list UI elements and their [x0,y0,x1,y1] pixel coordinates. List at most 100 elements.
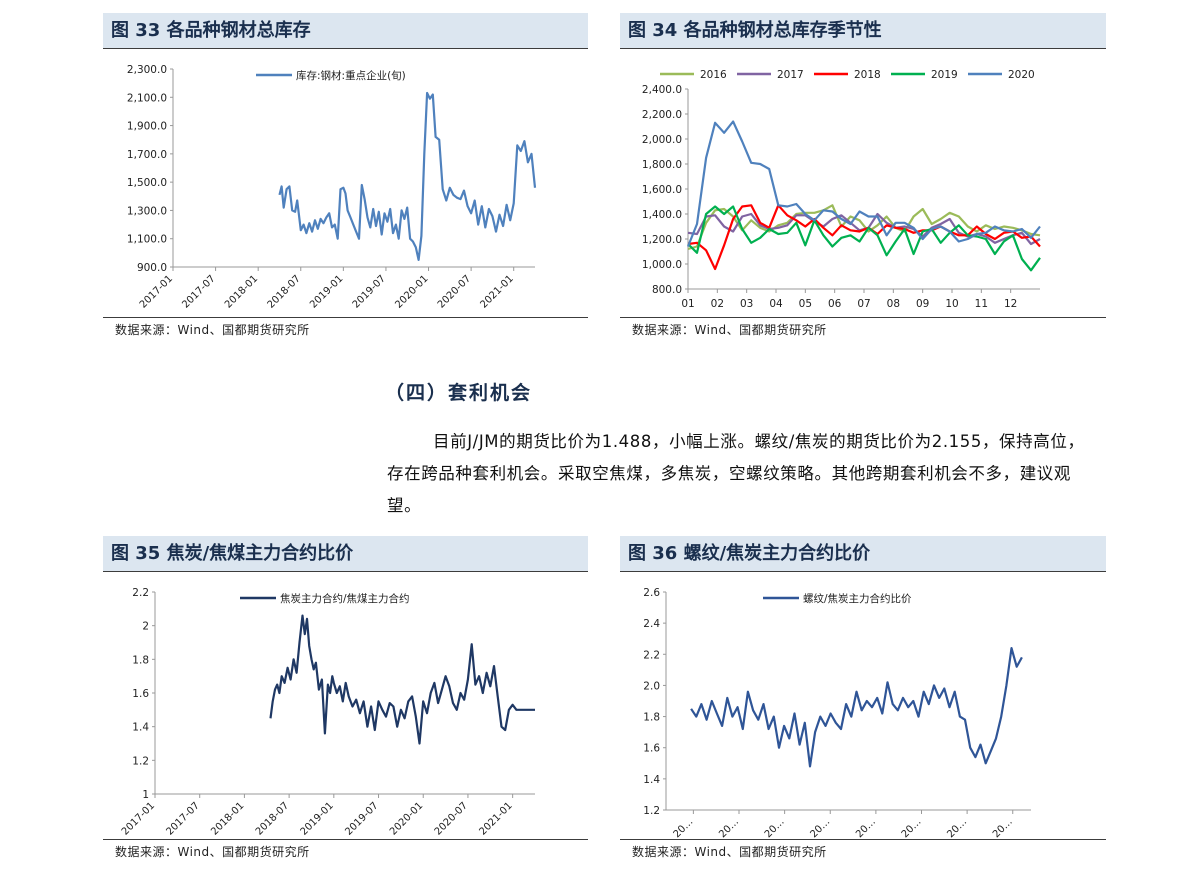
x-tick-label: 2019-01 [299,800,336,837]
y-tick-label: 1,900.0 [127,121,167,133]
x-tick-label: 2019-07 [343,800,380,837]
x-tick-label: 08 [887,298,900,310]
chart-rebar-coke-ratio: 2.6 2.4 2.2 2.0 1.8 1.6 1.4 1.2 20… 20… 20… 20… 20… 2… [643,587,1031,840]
y-tick-label: 1,800.0 [642,159,682,171]
x-tick-label: 2018-07 [266,273,303,310]
x-tick-label: 20… [900,816,924,840]
divider [103,317,588,318]
y-tick-label: 2 [142,621,149,633]
x-tick-label: 02 [711,298,724,310]
figure-36: 图 36 螺纹/焦炭主力合约比价 2.6 2.4 2.2 2.0 1.8 1.6 1.4 1.… [620,536,1106,866]
x-tick-label: 2017-01 [120,800,157,837]
y-tick-label: 2.2 [132,587,149,599]
paragraph-text: 目前J/JM的期货比价为1.488，小幅上涨。螺纹/焦炭的期货比价为2.155，… [387,432,1085,515]
y-tick-label: 1.6 [132,688,149,700]
y-tick-label: 1 [142,789,149,801]
series-line-2020 [686,120,1041,247]
legend-label: 2018 [854,69,881,81]
x-tick-label: 2020-01 [393,273,430,310]
x-tick-label: 11 [975,298,988,310]
series-line-2019 [687,205,1041,272]
legend-label: 2017 [777,69,804,81]
x-tick-label: 20… [945,816,969,840]
y-tick-label: 2.4 [643,618,660,630]
y-tick-label: 1,400.0 [642,209,682,221]
y-tick-label: 2,300.0 [127,64,167,76]
x-tick-label: 20… [854,816,878,840]
legend-label: 2019 [931,69,958,81]
figure-title: 图 33 各品种钢材总库存 [103,13,588,49]
section-heading: （四）套利机会 [385,382,533,404]
x-tick-label: 2018-07 [254,800,291,837]
x-tick-label: 2017-07 [164,800,201,837]
x-tick-label: 2017-01 [138,273,175,310]
figure-34: 图 34 各品种钢材总库存季节性 2,400.0 2,200.0 2,000.0 1,… [620,13,1106,343]
x-tick-label: 2019-01 [308,273,345,310]
x-tick-label: 2019-07 [351,273,388,310]
x-tick-label: 20… [809,816,833,840]
source-note: 数据来源：Wind、国都期货研究所 [115,323,310,337]
x-tick-label: 20… [763,816,787,840]
x-tick-label: 2018-01 [209,800,246,837]
source-note: 数据来源：Wind、国都期货研究所 [632,845,827,859]
x-tick-label: 2020-01 [388,800,425,837]
divider [620,839,1106,840]
x-tick-label: 05 [799,298,812,310]
source-note: 数据来源：Wind、国都期货研究所 [115,845,310,859]
y-tick-label: 1.8 [132,654,149,666]
y-tick-label: 1,600.0 [642,184,682,196]
chart-steel-inventory: 2,300.0 2,100.0 1,900.0 1,700.0 1,500.0 1,300… [127,64,537,311]
x-tick-label: 04 [769,298,783,310]
y-tick-label: 1,700.0 [127,149,167,161]
x-tick-label: 20… [991,816,1015,840]
y-tick-label: 1,300.0 [127,205,167,217]
section-paragraph: 目前J/JM的期货比价为1.488，小幅上涨。螺纹/焦炭的期货比价为2.155，… [387,426,1087,522]
x-tick-label: 20… [672,816,696,840]
x-tick-label: 10 [945,298,958,310]
x-tick-label: 01 [681,298,694,310]
y-tick-label: 1.6 [643,743,660,755]
figure-title: 图 36 螺纹/焦炭主力合约比价 [620,536,1106,572]
x-tick-label: 2020-07 [436,273,473,310]
y-tick-label: 2,000.0 [642,134,682,146]
x-tick-label: 2021-01 [478,273,515,310]
y-tick-label: 1,000.0 [642,259,682,271]
y-tick-label: 1.2 [643,805,660,817]
x-tick-label: 07 [857,298,870,310]
x-tick-label: 2017-07 [180,273,217,310]
y-tick-label: 2,400.0 [642,84,682,96]
chart-steel-inventory-seasonal: 2,400.0 2,200.0 2,000.0 1,800.0 1,600.0 1,400… [642,69,1041,310]
y-tick-label: 2,100.0 [127,92,167,104]
figure-33: 图 33 各品种钢材总库存 2,300.0 2,100.0 1,900.0 1,700… [103,13,588,343]
legend-label: 2020 [1008,69,1035,81]
divider [103,839,588,840]
y-tick-label: 2.0 [643,680,660,692]
figure-title: 图 34 各品种钢材总库存季节性 [620,13,1106,49]
divider [620,317,1106,318]
x-tick-label: 2020-07 [433,800,470,837]
y-tick-label: 1,500.0 [127,177,167,189]
y-tick-label: 1,100.0 [127,234,167,246]
y-tick-label: 2,200.0 [642,109,682,121]
x-tick-label: 20… [717,816,741,840]
y-tick-label: 1.2 [132,755,149,767]
figure-35: 图 35 焦炭/焦煤主力合约比价 2.2 2 1.8 1.6 1.4 1.2 1 2017-0… [103,536,588,866]
figure-title: 图 35 焦炭/焦煤主力合约比价 [103,536,588,572]
y-tick-label: 1.4 [643,774,660,786]
x-tick-label: 12 [1004,298,1017,310]
x-tick-label: 03 [740,298,753,310]
y-tick-label: 2.6 [643,587,660,599]
source-note: 数据来源：Wind、国都期货研究所 [632,323,827,337]
series-line-焦炭主力合约/焦煤主力合约 [269,614,535,745]
x-tick-label: 06 [828,298,842,310]
x-tick-label: 2021-01 [477,800,514,837]
legend-label: 2016 [700,69,727,81]
series-line-库存:钢材:重点企业(旬) [278,91,537,261]
series-line-螺纹/焦炭主力合约比价 [690,646,1023,768]
y-tick-label: 800.0 [652,284,682,296]
y-tick-label: 1.4 [132,722,149,734]
series-line-2018 [687,204,1041,271]
series-line-2016 [687,204,1041,251]
legend-label: 焦炭主力合约/焦煤主力合约 [280,592,410,605]
